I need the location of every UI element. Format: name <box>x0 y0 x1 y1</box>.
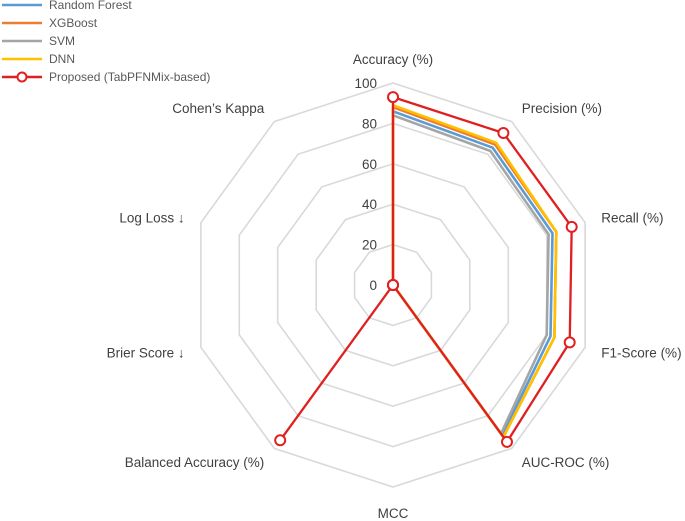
axis-label: MCC <box>378 506 409 521</box>
legend-item: XGBoost <box>49 16 98 30</box>
grid-ring <box>353 243 433 327</box>
legend-item: DNN <box>49 52 75 66</box>
axis-label: Log Loss ↓ <box>119 210 184 225</box>
axis-label: Recall (%) <box>601 210 663 225</box>
tick-label: 80 <box>362 116 377 131</box>
legend-item: Proposed (TabPFNMix-based) <box>49 70 210 84</box>
legend-item: Random Forest <box>49 0 132 12</box>
radar-grid <box>200 82 586 488</box>
axis-label: Brier Score ↓ <box>107 346 185 361</box>
tick-label: 60 <box>362 157 377 172</box>
axis-label: Cohen’s Kappa <box>172 101 265 116</box>
axis-label: F1-Score (%) <box>601 346 681 361</box>
axis-label: AUC-ROC (%) <box>522 455 610 470</box>
tick-label: 20 <box>362 238 377 253</box>
series-marker <box>563 336 576 349</box>
series-marker <box>565 220 578 233</box>
tick-label: 0 <box>369 278 377 293</box>
tick-label: 40 <box>362 197 377 212</box>
series-marker <box>387 91 399 104</box>
axis-labels: Accuracy (%) Precision (%) Recall (%) F1-Sc… <box>107 52 682 521</box>
grid-ring <box>315 203 471 367</box>
series-line-1 <box>391 105 558 439</box>
legend-marker <box>16 71 28 83</box>
series-marker <box>497 127 510 139</box>
series-line-3 <box>391 103 558 439</box>
series-marker <box>501 435 513 448</box>
axis-label: Accuracy (%) <box>353 52 433 67</box>
tick-label: 100 <box>354 76 377 91</box>
grid-ring <box>276 162 510 408</box>
axis-label: Balanced Accuracy (%) <box>125 455 265 470</box>
radar-series <box>274 91 578 448</box>
grid-ring <box>200 82 586 488</box>
grid-ring <box>238 122 548 448</box>
series-marker <box>274 434 287 447</box>
legend-item: SVM <box>49 34 75 48</box>
radial-tick-labels: 0 20 40 60 80 100 <box>354 76 377 293</box>
axis-label: Precision (%) <box>522 101 602 116</box>
series-marker <box>387 279 399 291</box>
legend: Random Forest XGBoost SVM DNN Proposed (TabP… <box>2 0 210 84</box>
